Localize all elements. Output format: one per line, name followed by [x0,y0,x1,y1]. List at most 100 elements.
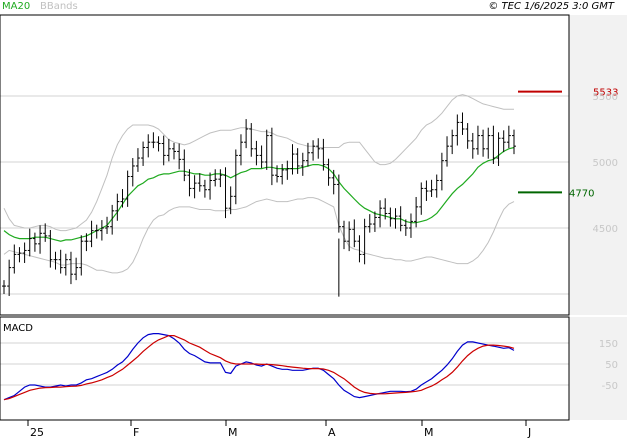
price-bar [501,130,506,153]
price-bar [218,169,223,188]
price-bar [414,196,419,228]
macd-frame [0,316,570,421]
price-bar [295,148,300,174]
macd-tick-label: -50 [602,381,618,392]
price-bar [135,148,140,172]
support-label: 4770 [569,188,594,199]
price-bar [445,136,450,167]
price-bar [68,251,73,285]
macd-panel: MACD 150 50 -50 [0,316,618,421]
price-bar [105,216,110,234]
price-bar [506,125,511,149]
price-bar [336,174,341,233]
x-tick-label: M [424,426,434,439]
price-bar [455,114,460,146]
price-bar [383,198,388,220]
price-bar [403,219,408,236]
price-tick-label: 5500 [593,92,618,103]
copyright-timestamp: © TEC 1/6/2025 3:0 GMT [488,1,615,12]
macd-tick-label: 150 [599,339,618,350]
price-bar [43,223,48,242]
price-bar [192,175,197,199]
price-bar [357,235,362,263]
resistance-label: 5533 [593,88,618,99]
price-bar [460,112,465,135]
price-bar [372,211,377,232]
price-bar [7,259,12,296]
price-bar [342,220,346,250]
price-bar [110,204,115,235]
price-bar [275,165,280,183]
price-bar [238,134,243,166]
macd-signal-line [3,335,515,401]
x-tick-label: F [133,426,139,439]
price-bar [352,219,357,248]
macd-tick-label: 50 [605,360,618,371]
price-bar [347,221,352,252]
x-tick-label: M [228,426,238,439]
price-bar [53,251,58,270]
price-bar [177,143,182,170]
price-bar [48,229,53,268]
price-frame [0,14,570,316]
price-bar [172,142,176,160]
price-bar [125,170,130,207]
price-bar [398,206,403,232]
macd-title: MACD [3,323,33,334]
price-bar [424,180,429,201]
price-bar [208,172,213,200]
x-axis: 25 F M A M J [27,420,531,439]
price-bar [130,158,135,187]
macd-ticks: 150 50 -50 [599,339,618,392]
price-bar [182,149,187,182]
price-panel: 5533 4770 4500 5000 5500 [0,14,618,316]
price-bar [74,257,79,281]
price-levels: 5533 4770 [518,88,618,199]
price-bar [512,129,516,155]
price-bar [32,232,37,252]
price-bar [94,224,99,239]
price-bar [166,138,171,162]
price-bar [120,189,125,208]
price-bar [367,214,372,233]
price-bar [305,142,310,167]
price-bar [27,228,32,257]
price-bar [378,200,383,228]
price-bar [187,169,192,197]
price-bar [254,140,259,166]
price-bar [249,123,254,157]
price-bar [63,253,68,276]
price-bar [84,233,89,252]
price-bar [269,127,274,186]
price-bar [202,179,207,198]
price-bars [2,112,516,297]
price-bar [285,160,290,180]
price-axis-panel [569,15,627,315]
price-bar [280,163,285,185]
price-bar [481,129,486,157]
price-bar [331,169,336,195]
price-bar [362,218,367,265]
price-bar [228,186,233,215]
price-bar [264,129,269,170]
price-bar [321,138,326,171]
price-bar [58,249,63,274]
bband-lower-line [3,197,515,274]
price-bar [12,244,17,274]
price-grid [0,95,569,295]
x-tick-label: A [328,426,336,439]
price-bar [146,134,151,158]
price-bar [38,225,43,254]
price-bar [79,235,84,276]
x-tick-label: J [527,426,531,439]
price-bar [99,220,104,241]
price-bar [244,119,249,149]
legend-ma20: MA20 [2,1,30,12]
bband-upper-line [3,94,514,232]
macd-line [3,333,515,401]
price-bar [496,132,501,166]
price-lines [3,94,515,274]
price-bar [197,173,202,192]
price-tick-label: 4500 [593,224,618,235]
